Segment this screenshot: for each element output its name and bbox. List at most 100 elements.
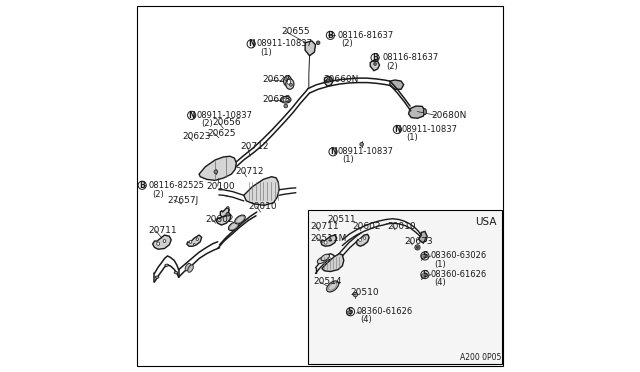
Ellipse shape [324,241,327,244]
Ellipse shape [359,238,362,241]
Ellipse shape [228,222,239,231]
Circle shape [214,170,218,174]
Text: (1): (1) [260,48,272,57]
Text: 08360-61626: 08360-61626 [356,307,413,316]
Polygon shape [370,60,380,71]
Text: 20625: 20625 [207,129,236,138]
Polygon shape [324,76,333,86]
Ellipse shape [280,96,291,103]
Text: 20602: 20602 [205,215,234,224]
Text: 20010: 20010 [248,202,277,211]
Ellipse shape [188,265,193,272]
Circle shape [421,274,426,278]
Text: 20660N: 20660N [323,76,358,84]
Ellipse shape [235,215,245,224]
Circle shape [417,246,419,248]
Text: (1): (1) [406,133,418,142]
Text: 20100: 20100 [207,182,235,190]
Polygon shape [322,254,344,272]
Ellipse shape [287,80,291,84]
Ellipse shape [326,281,339,292]
Polygon shape [220,208,229,217]
Text: 08911-10837: 08911-10837 [196,111,253,120]
Text: N: N [394,125,401,134]
Text: N: N [188,111,195,120]
Ellipse shape [165,264,168,266]
Circle shape [289,83,292,86]
Polygon shape [199,156,236,180]
Text: 08116-81637: 08116-81637 [338,31,394,40]
Text: B: B [140,181,145,190]
Text: 08360-61626: 08360-61626 [431,270,487,279]
Circle shape [415,245,420,250]
Ellipse shape [317,257,326,264]
Text: 27657J: 27657J [168,196,199,205]
Polygon shape [305,41,316,56]
Circle shape [284,104,287,108]
Circle shape [326,80,330,83]
Text: 08116-81637: 08116-81637 [383,53,439,62]
Text: 20510: 20510 [351,288,379,296]
Text: 20602: 20602 [353,222,381,231]
Circle shape [353,292,358,297]
Text: USA: USA [475,217,497,227]
Text: A200 0P05: A200 0P05 [460,353,502,362]
Circle shape [316,41,320,45]
Text: 08116-82525: 08116-82525 [149,181,205,190]
Text: (2): (2) [152,190,164,199]
Ellipse shape [283,98,289,101]
Text: 20623: 20623 [182,132,211,141]
Text: (1): (1) [342,155,354,164]
Polygon shape [408,106,425,118]
Text: (2): (2) [386,62,398,71]
Text: S: S [348,307,353,316]
Polygon shape [321,235,337,246]
Text: 20511M: 20511M [310,234,347,243]
Polygon shape [390,80,404,89]
Text: (2): (2) [342,39,353,48]
Text: 20711: 20711 [148,226,177,235]
Ellipse shape [163,240,166,243]
Bar [308,210,502,364]
Text: 20655: 20655 [281,27,310,36]
Text: 20673: 20673 [405,237,433,246]
Text: 20711: 20711 [310,222,339,231]
Ellipse shape [193,244,195,246]
Polygon shape [419,231,427,243]
Text: 20627: 20627 [262,76,291,84]
Circle shape [360,142,364,146]
Text: 20656: 20656 [212,118,241,127]
Ellipse shape [185,263,191,271]
Text: (2): (2) [201,119,212,128]
Ellipse shape [157,242,159,246]
Text: N: N [248,39,255,48]
Ellipse shape [227,207,229,209]
Text: N: N [330,147,336,156]
Circle shape [421,254,426,259]
Text: (4): (4) [360,315,372,324]
Circle shape [374,62,376,65]
Text: 20010: 20010 [388,222,417,231]
Polygon shape [152,235,172,249]
Ellipse shape [424,109,426,115]
Text: S: S [422,251,428,260]
Ellipse shape [156,276,159,278]
Text: (4): (4) [435,278,446,287]
Text: (1): (1) [435,260,446,269]
Polygon shape [216,213,231,225]
Text: B: B [372,53,378,62]
Circle shape [329,77,332,80]
Ellipse shape [174,272,178,274]
Polygon shape [244,177,279,205]
Ellipse shape [189,240,192,243]
Text: 20712: 20712 [235,167,264,176]
Circle shape [226,212,230,216]
Ellipse shape [196,238,198,241]
Ellipse shape [286,79,294,89]
Text: S: S [422,270,428,279]
Text: 20680N: 20680N [431,111,467,120]
Circle shape [347,311,351,315]
Text: 20712: 20712 [240,142,269,151]
Circle shape [284,77,287,80]
Text: 08911-10837: 08911-10837 [256,39,312,48]
